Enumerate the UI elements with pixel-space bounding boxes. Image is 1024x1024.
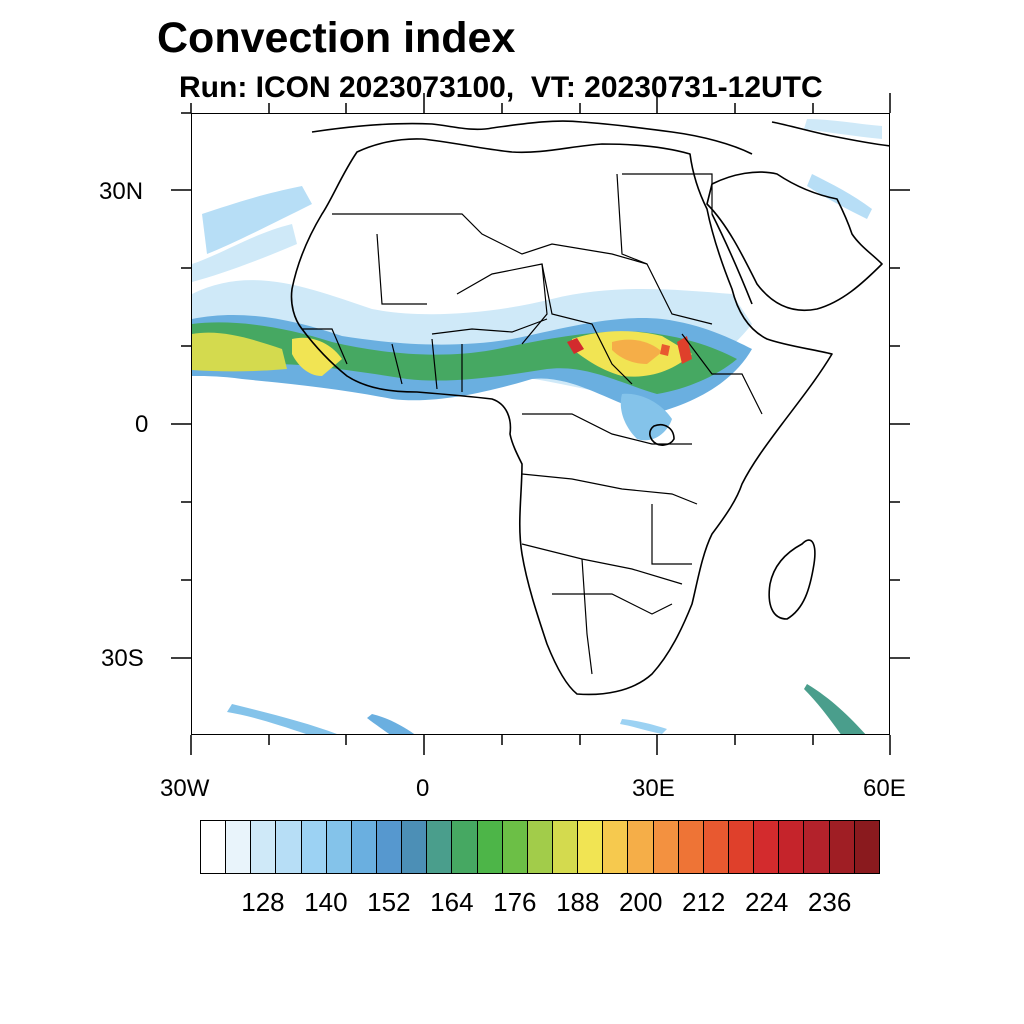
colorbar-swatch	[854, 821, 879, 873]
country-border	[302, 328, 348, 365]
map-subtitle: Run: ICON 2023073100, VT: 20230731-12UTC	[179, 71, 823, 104]
colorbar-swatch	[804, 821, 830, 873]
country-border	[681, 333, 763, 415]
convection-light-region	[804, 119, 882, 139]
colorbar-swatch	[603, 821, 629, 873]
lat-label-30n: 30N	[99, 178, 144, 205]
colorbar-tick-label: 212	[682, 887, 726, 917]
country-borders	[302, 173, 763, 675]
colorbar-swatch	[201, 821, 227, 873]
red-sea-coast	[711, 213, 753, 305]
colorbar-swatch	[502, 821, 528, 873]
colorbar-swatch	[703, 821, 729, 873]
country-border	[541, 263, 633, 385]
colorbar-swatch	[226, 821, 252, 873]
map-plot-area[interactable]	[191, 113, 890, 735]
europe-coastline	[771, 121, 889, 147]
convection-yellow-region	[192, 332, 287, 372]
colorbar-swatch	[829, 821, 855, 873]
convection-light-region	[620, 719, 667, 734]
country-border	[332, 213, 648, 265]
map-title: Convection index	[157, 14, 516, 62]
colorbar-tick-label: 188	[556, 887, 600, 917]
convection-red-region	[567, 338, 584, 354]
convection-light-region	[367, 714, 415, 734]
country-border	[521, 543, 683, 585]
colorbar-swatch	[376, 821, 403, 873]
colorbar-tick-label: 164	[430, 887, 474, 917]
country-border	[616, 173, 713, 325]
colorbar-swatch	[351, 821, 377, 873]
colorbar-swatch	[779, 821, 805, 873]
colorbar-swatch	[301, 821, 327, 873]
country-border	[522, 413, 692, 445]
convection-red-region	[660, 344, 670, 356]
country-border	[622, 173, 713, 214]
country-border	[431, 318, 548, 335]
country-border	[521, 473, 698, 505]
africa-coastline	[290, 138, 833, 696]
colorbar-tick-label: 236	[807, 887, 852, 917]
lake-victoria	[649, 423, 675, 446]
lon-label-0: 0	[416, 775, 430, 802]
convection-field	[192, 119, 882, 734]
colorbar-swatch	[251, 821, 277, 873]
colorbar-swatch	[728, 821, 755, 873]
lat-label-30s: 30S	[101, 645, 144, 672]
convection-light-region	[202, 186, 312, 254]
colorbar-tick-label: 200	[619, 887, 663, 917]
convection-green-region	[804, 684, 866, 734]
colorbar-tick-label: 140	[304, 887, 348, 917]
colorbar-swatch	[678, 821, 704, 873]
colorbar-tick-label: 128	[241, 887, 285, 917]
convection-light-region	[227, 704, 337, 734]
convection-light-region	[807, 174, 872, 219]
convection-orange-region	[612, 339, 662, 364]
arabia-coastline	[706, 171, 883, 311]
colorbar-swatch	[477, 821, 503, 873]
lon-label-60e: 60E	[863, 775, 906, 802]
country-border	[376, 233, 427, 305]
europe-coastline	[311, 120, 753, 155]
colorbar-tick-label: 224	[744, 887, 789, 917]
colorbar	[200, 820, 880, 874]
colorbar-tick-label: 152	[367, 887, 411, 917]
lat-label-0: 0	[135, 411, 149, 438]
convection-medium-region	[620, 393, 672, 441]
convection-yellow-region	[292, 337, 342, 376]
colorbar-swatch	[276, 821, 302, 873]
country-border	[391, 338, 463, 392]
lon-label-30w: 30W	[160, 775, 210, 802]
country-border	[581, 558, 593, 675]
colorbar-swatch	[552, 821, 579, 873]
country-border	[552, 593, 673, 615]
colorbar-swatch	[427, 821, 453, 873]
lon-label-30e: 30E	[632, 775, 675, 802]
colorbar-swatch	[452, 821, 478, 873]
colorbar-swatch	[402, 821, 428, 873]
colorbar-swatch	[653, 821, 679, 873]
colorbar-tick-label: 176	[493, 887, 537, 917]
colorbar-swatch	[628, 821, 654, 873]
country-border	[651, 504, 692, 565]
colorbar-swatch	[326, 821, 352, 873]
convection-light-region	[192, 224, 297, 282]
colorbar-swatch	[578, 821, 604, 873]
madagascar-coastline	[768, 539, 816, 620]
colorbar-swatch	[527, 821, 553, 873]
coastlines	[290, 120, 889, 696]
colorbar-swatch	[754, 821, 780, 873]
map-canvas	[192, 119, 889, 734]
